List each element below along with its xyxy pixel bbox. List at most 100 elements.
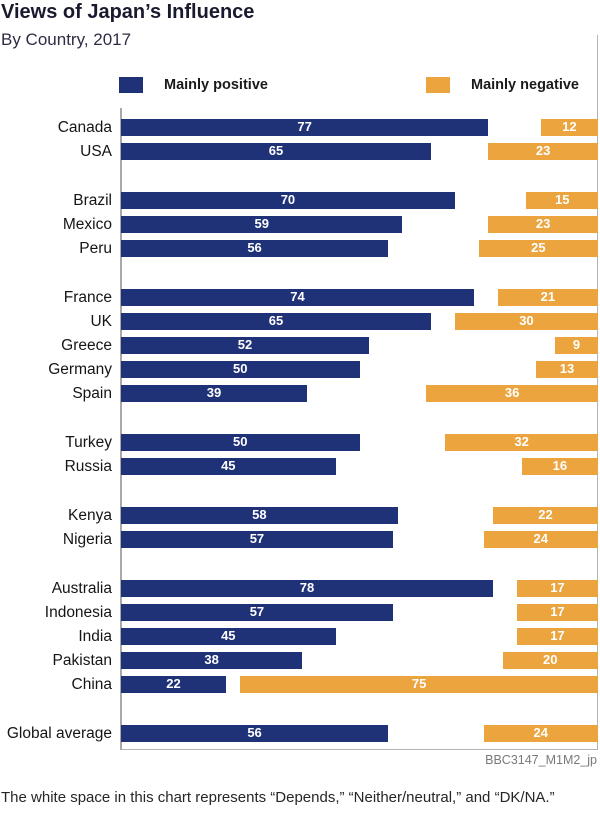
positive-bar: 70 xyxy=(121,192,455,209)
legend-swatch-negative-icon xyxy=(426,77,450,93)
positive-value: 58 xyxy=(252,507,267,522)
positive-value: 57 xyxy=(249,604,265,619)
negative-bar: 20 xyxy=(502,652,598,669)
positive-value: 52 xyxy=(237,337,253,352)
negative-value: 30 xyxy=(519,313,534,328)
positive-value: 22 xyxy=(166,676,181,691)
negative-value: 24 xyxy=(533,725,548,740)
positive-value: 65 xyxy=(268,313,284,328)
chart-row: Pakistan 38 20 xyxy=(0,652,600,669)
country-label: UK xyxy=(90,313,112,330)
country-label: Indonesia xyxy=(44,604,112,621)
positive-bar: 77 xyxy=(121,119,489,136)
negative-value: 75 xyxy=(411,676,427,691)
negative-bar: 17 xyxy=(516,604,598,621)
negative-bar: 75 xyxy=(240,676,598,693)
positive-bar: 58 xyxy=(121,507,398,524)
plot-bottom-border xyxy=(121,749,598,750)
legend-item-negative: Mainly negative xyxy=(426,76,579,94)
positive-bar: 38 xyxy=(121,652,303,669)
positive-value: 57 xyxy=(249,531,265,546)
country-label: Kenya xyxy=(68,507,112,524)
footnote: The white space in this chart represents… xyxy=(1,789,555,806)
negative-value: 23 xyxy=(535,216,551,231)
negative-value: 12 xyxy=(562,119,577,134)
legend-item-positive: Mainly positive xyxy=(119,76,268,94)
positive-value: 74 xyxy=(290,289,305,304)
positive-value: 77 xyxy=(297,119,312,134)
negative-value: 32 xyxy=(514,434,529,449)
positive-value: 56 xyxy=(247,240,262,255)
positive-bar: 56 xyxy=(121,725,389,742)
negative-bar: 23 xyxy=(488,216,598,233)
country-label: India xyxy=(78,628,112,645)
negative-bar: 36 xyxy=(426,385,598,402)
negative-value: 17 xyxy=(550,580,565,595)
negative-value: 13 xyxy=(559,361,575,376)
positive-bar: 45 xyxy=(121,458,336,475)
positive-value: 50 xyxy=(233,361,248,376)
negative-bar: 22 xyxy=(493,507,598,524)
negative-value: 25 xyxy=(531,240,546,255)
chart-row: Russia 45 16 xyxy=(0,458,600,475)
country-label: Russia xyxy=(64,458,112,475)
y-axis-line xyxy=(120,108,122,750)
positive-value: 56 xyxy=(247,725,262,740)
chart-row: Peru 56 25 xyxy=(0,240,600,257)
chart-row: Germany 50 13 xyxy=(0,361,600,378)
positive-bar: 56 xyxy=(121,240,389,257)
legend-label-negative: Mainly negative xyxy=(471,77,579,93)
chart-row: Canada 77 12 xyxy=(0,119,600,136)
positive-value: 45 xyxy=(221,458,236,473)
negative-value: 9 xyxy=(572,337,581,352)
country-label: Australia xyxy=(51,580,112,597)
positive-bar: 52 xyxy=(121,337,370,354)
positive-bar: 45 xyxy=(121,628,336,645)
negative-bar: 17 xyxy=(516,628,598,645)
positive-bar: 50 xyxy=(121,434,360,451)
negative-value: 22 xyxy=(538,507,553,522)
positive-bar: 59 xyxy=(121,216,403,233)
chart-title: Views of Japan’s Influence xyxy=(1,1,255,23)
chart-row: Global average 56 24 xyxy=(0,725,600,742)
negative-bar: 23 xyxy=(488,143,598,160)
positive-bar: 57 xyxy=(121,604,393,621)
negative-value: 36 xyxy=(504,385,520,400)
country-label: Spain xyxy=(72,385,112,402)
chart-row: Nigeria 57 24 xyxy=(0,531,600,548)
country-label: Peru xyxy=(79,240,112,257)
country-label: Greece xyxy=(61,337,112,354)
country-label: Pakistan xyxy=(52,652,112,669)
chart-row: China 22 75 xyxy=(0,676,600,693)
positive-bar: 57 xyxy=(121,531,393,548)
country-label: Global average xyxy=(6,725,112,742)
chart-row: Indonesia 57 17 xyxy=(0,604,600,621)
positive-value: 70 xyxy=(280,192,296,207)
chart-row: USA 65 23 xyxy=(0,143,600,160)
chart-row: France 74 21 xyxy=(0,289,600,306)
positive-value: 65 xyxy=(268,143,284,158)
country-label: Canada xyxy=(57,119,112,136)
negative-bar: 16 xyxy=(521,458,598,475)
country-label: Brazil xyxy=(73,192,112,209)
negative-bar: 30 xyxy=(454,313,598,330)
negative-value: 21 xyxy=(540,289,556,304)
chart-row: Australia 78 17 xyxy=(0,580,600,597)
negative-value: 15 xyxy=(554,192,570,207)
positive-bar: 65 xyxy=(121,143,432,160)
negative-bar: 32 xyxy=(445,434,598,451)
country-label: Nigeria xyxy=(62,531,112,548)
country-label: France xyxy=(63,289,112,306)
positive-bar: 78 xyxy=(121,580,494,597)
negative-value: 16 xyxy=(552,458,568,473)
country-label: Mexico xyxy=(62,216,112,233)
positive-bar: 74 xyxy=(121,289,474,306)
legend-swatch-positive-icon xyxy=(119,77,143,93)
positive-value: 38 xyxy=(204,652,219,667)
negative-bar: 17 xyxy=(516,580,598,597)
negative-value: 24 xyxy=(533,531,548,546)
negative-bar: 21 xyxy=(497,289,598,306)
country-label: China xyxy=(71,676,113,693)
positive-value: 78 xyxy=(299,580,315,595)
chart-row: Spain 39 36 xyxy=(0,385,600,402)
